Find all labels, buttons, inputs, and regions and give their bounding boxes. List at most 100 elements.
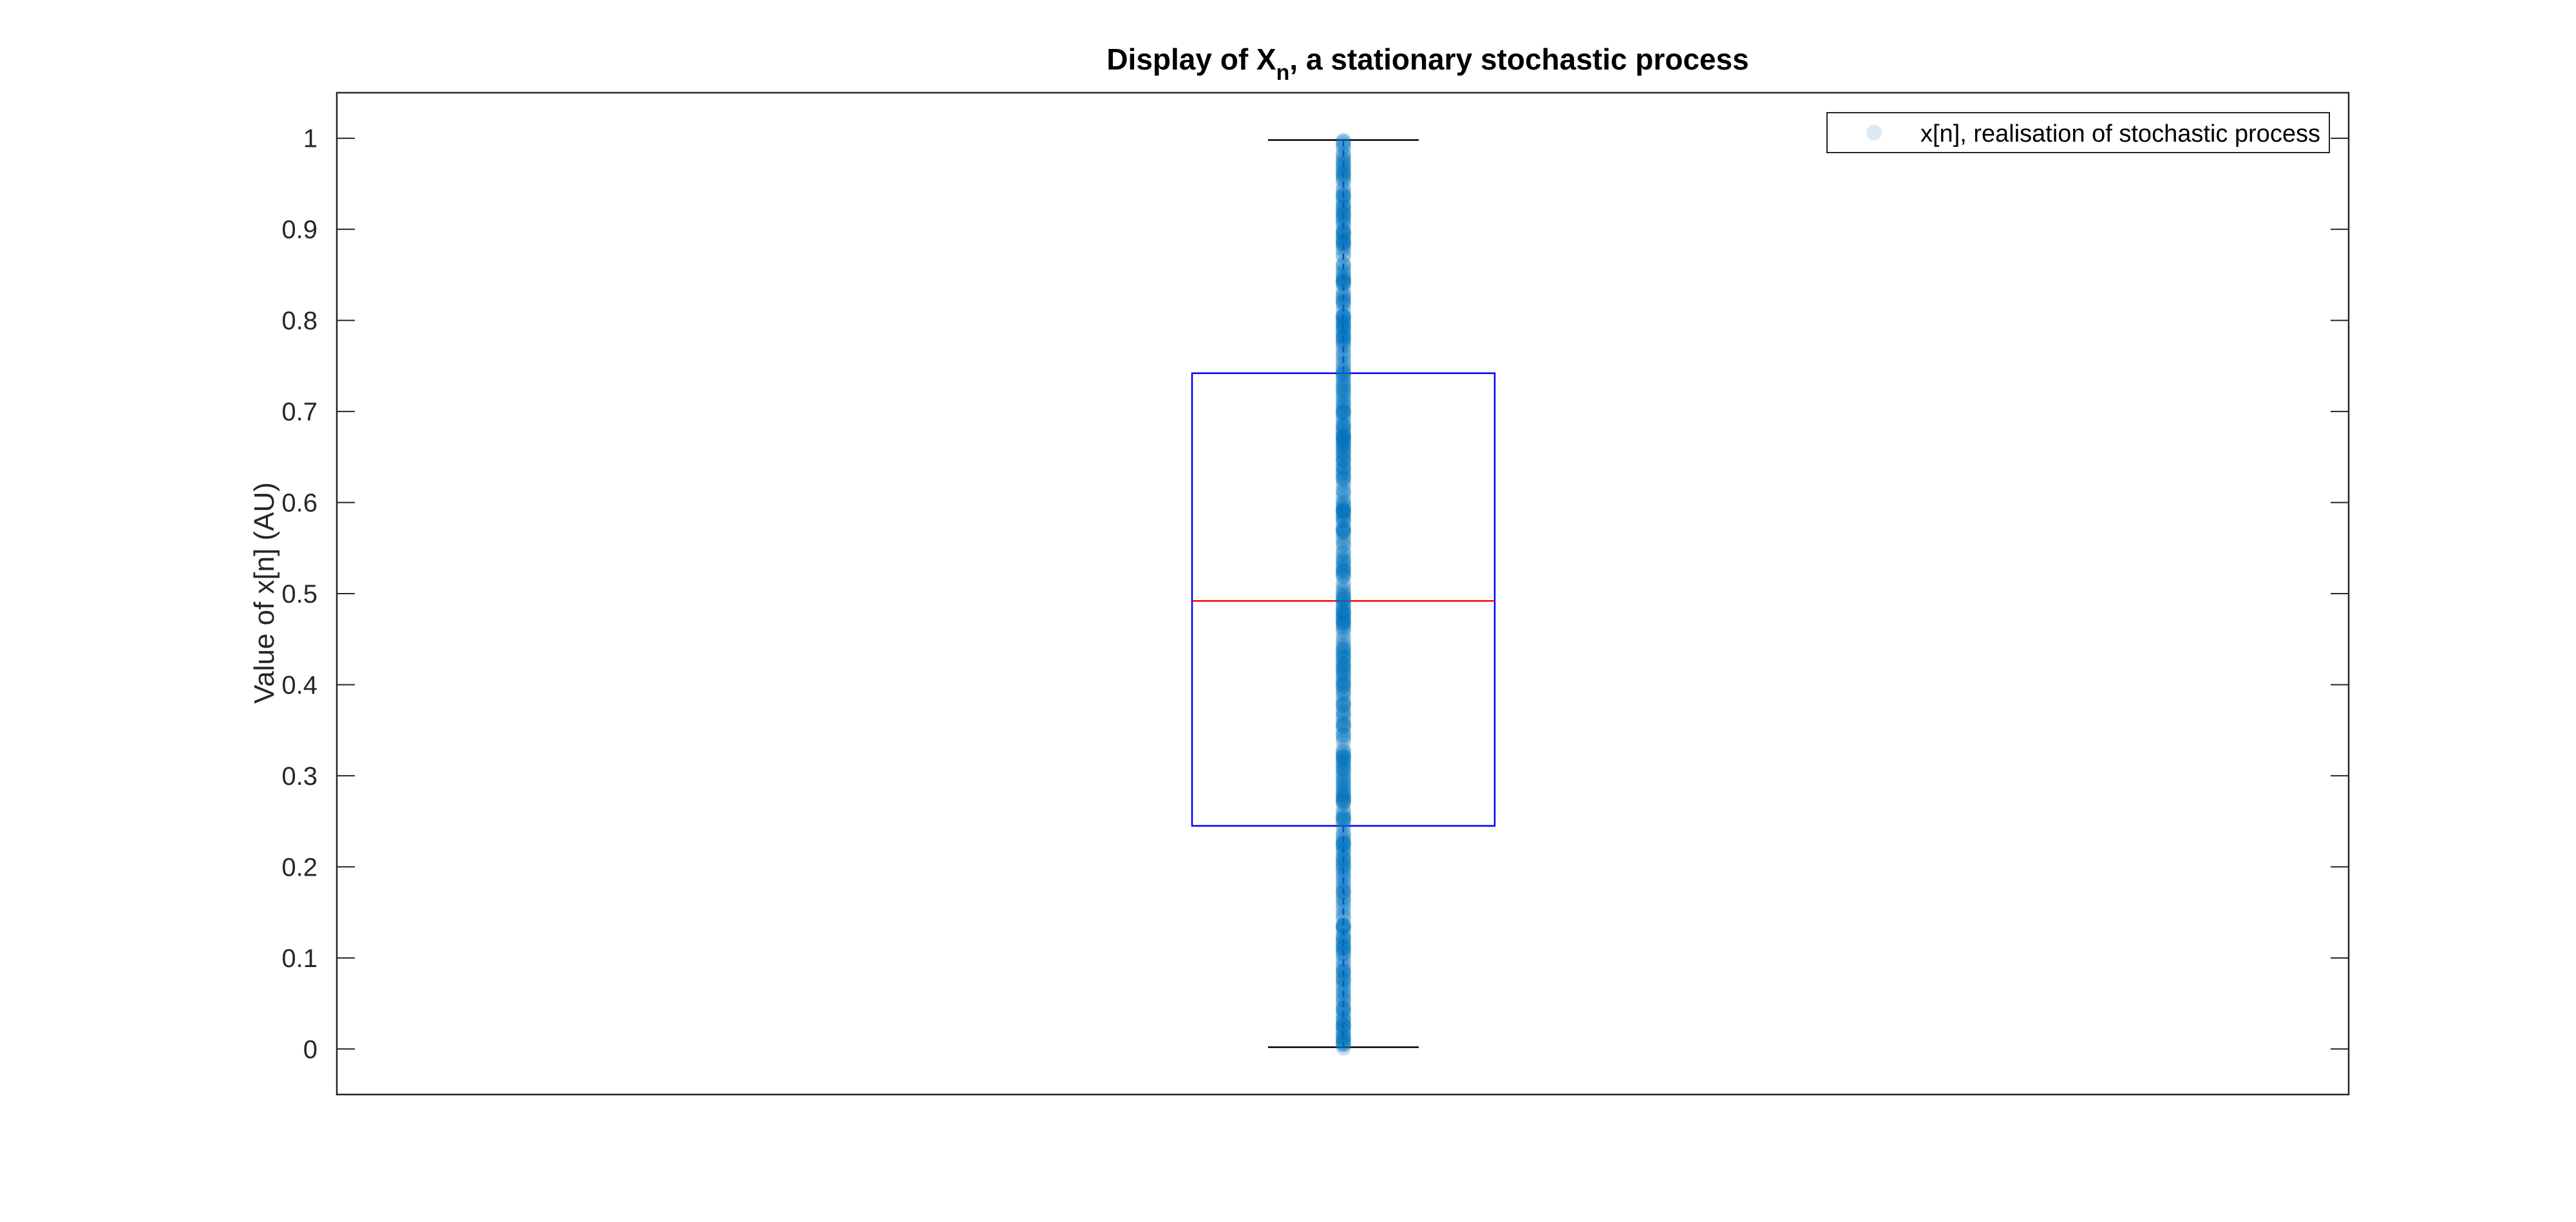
data-point bbox=[1336, 918, 1351, 934]
data-point bbox=[1336, 523, 1351, 539]
data-point bbox=[1336, 1024, 1351, 1040]
data-point bbox=[1336, 676, 1351, 692]
data-point bbox=[1336, 132, 1351, 148]
data-point bbox=[1336, 714, 1351, 730]
data-point bbox=[1336, 964, 1351, 981]
data-point bbox=[1336, 500, 1351, 516]
data-point bbox=[1336, 266, 1351, 282]
data-point bbox=[1336, 884, 1351, 900]
data-point bbox=[1336, 285, 1351, 301]
data-point bbox=[1336, 818, 1351, 834]
data-point bbox=[1336, 741, 1351, 757]
data-point bbox=[1336, 1033, 1351, 1049]
data-point bbox=[1336, 225, 1351, 241]
data-point bbox=[1336, 431, 1351, 447]
data-point bbox=[1336, 477, 1351, 493]
data-point bbox=[1336, 188, 1351, 204]
data-point bbox=[1336, 923, 1351, 939]
data-point bbox=[1336, 458, 1351, 475]
data-point bbox=[1336, 728, 1351, 744]
data-point bbox=[1336, 416, 1351, 432]
data-point bbox=[1336, 496, 1351, 512]
data-point bbox=[1336, 851, 1351, 867]
data-point bbox=[1336, 787, 1351, 803]
data-point bbox=[1336, 334, 1351, 350]
data-point bbox=[1336, 429, 1351, 445]
data-point bbox=[1336, 747, 1351, 764]
data-point bbox=[1336, 786, 1351, 802]
data-point bbox=[1336, 268, 1351, 285]
data-point bbox=[1336, 431, 1351, 447]
data-point bbox=[1336, 634, 1351, 650]
data-point bbox=[1336, 294, 1351, 310]
data-point bbox=[1336, 619, 1351, 635]
data-point bbox=[1336, 770, 1351, 786]
data-point bbox=[1336, 503, 1351, 519]
data-point bbox=[1336, 847, 1351, 863]
data-point bbox=[1336, 691, 1351, 707]
data-point bbox=[1336, 486, 1351, 502]
data-point bbox=[1336, 605, 1351, 621]
data-point bbox=[1336, 563, 1351, 579]
data-point bbox=[1336, 268, 1351, 285]
data-point bbox=[1336, 621, 1351, 637]
data-point bbox=[1336, 763, 1351, 779]
data-point bbox=[1336, 155, 1351, 171]
data-point bbox=[1336, 438, 1351, 455]
data-point bbox=[1336, 541, 1351, 558]
data-point bbox=[1336, 793, 1351, 809]
data-point bbox=[1336, 352, 1351, 368]
data-point bbox=[1336, 162, 1351, 178]
y-tick-label: 0.1 bbox=[281, 945, 317, 973]
data-point bbox=[1336, 230, 1351, 246]
data-point bbox=[1336, 885, 1351, 901]
data-point bbox=[1336, 666, 1351, 682]
data-point bbox=[1336, 219, 1351, 235]
data-point bbox=[1336, 553, 1351, 569]
data-point bbox=[1336, 889, 1351, 905]
data-point bbox=[1336, 673, 1351, 690]
data-point bbox=[1336, 950, 1351, 966]
data-point bbox=[1336, 585, 1351, 601]
data-point bbox=[1336, 936, 1351, 952]
data-point bbox=[1336, 624, 1351, 640]
data-point bbox=[1336, 562, 1351, 578]
data-point bbox=[1336, 957, 1351, 973]
data-point bbox=[1336, 749, 1351, 766]
data-point bbox=[1336, 790, 1351, 806]
data-point bbox=[1336, 227, 1351, 243]
data-point bbox=[1336, 274, 1351, 290]
data-point bbox=[1336, 600, 1351, 616]
data-point bbox=[1336, 164, 1351, 180]
data-point bbox=[1336, 433, 1351, 449]
data-point bbox=[1336, 856, 1351, 872]
data-point bbox=[1336, 388, 1351, 404]
data-point bbox=[1336, 209, 1351, 225]
data-point bbox=[1336, 974, 1351, 990]
data-point bbox=[1336, 841, 1351, 858]
data-point bbox=[1336, 785, 1351, 802]
data-point bbox=[1336, 405, 1351, 421]
data-point bbox=[1336, 1011, 1351, 1028]
data-point bbox=[1336, 717, 1351, 733]
data-point bbox=[1336, 646, 1351, 662]
data-point bbox=[1336, 717, 1351, 733]
data-point bbox=[1336, 256, 1351, 272]
data-point bbox=[1336, 487, 1351, 503]
data-point bbox=[1336, 225, 1351, 241]
data-point bbox=[1336, 521, 1351, 537]
data-point bbox=[1336, 172, 1351, 188]
data-point bbox=[1336, 516, 1351, 532]
data-point bbox=[1336, 330, 1351, 346]
data-point bbox=[1336, 189, 1351, 205]
data-point bbox=[1336, 901, 1351, 917]
legend[interactable]: x[n], realisation of stochastic process bbox=[1826, 112, 2330, 153]
data-point bbox=[1336, 420, 1351, 436]
data-point bbox=[1336, 1036, 1351, 1052]
data-point bbox=[1336, 444, 1351, 460]
data-point bbox=[1336, 767, 1351, 784]
data-point bbox=[1336, 453, 1351, 469]
data-point bbox=[1336, 531, 1351, 547]
data-point bbox=[1336, 940, 1351, 956]
